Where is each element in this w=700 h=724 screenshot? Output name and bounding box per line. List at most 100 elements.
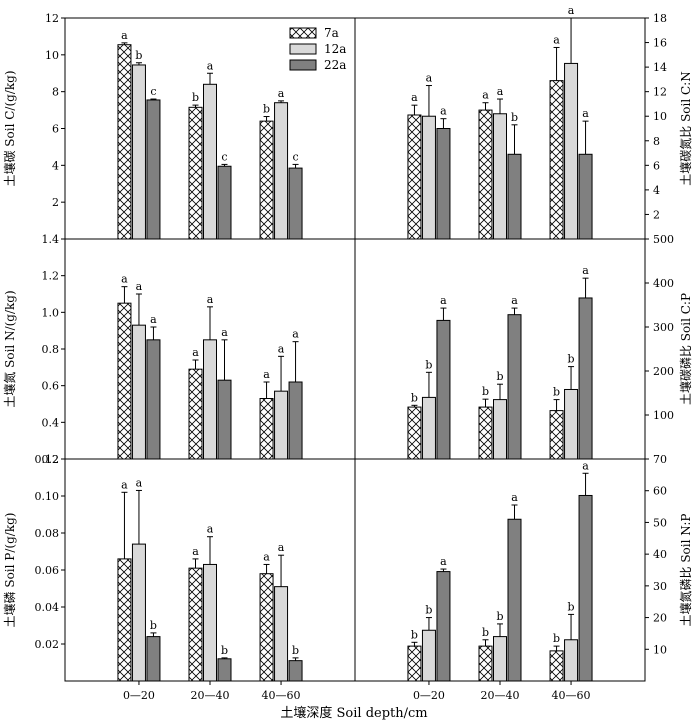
bar-12a bbox=[564, 388, 579, 460]
y-tick-label: 0.08 bbox=[35, 527, 60, 540]
legend-label: 12a bbox=[324, 42, 346, 56]
bar-12a bbox=[493, 399, 507, 460]
significance-letter: a bbox=[207, 59, 214, 72]
y-tick-label: 0.06 bbox=[35, 564, 60, 577]
significance-letter: a bbox=[207, 523, 214, 536]
y-axis-title: 土壤碳 Soil C/(g/kg) bbox=[2, 70, 17, 186]
y-tick-label: 8 bbox=[653, 135, 660, 148]
significance-letter: a bbox=[263, 368, 270, 381]
bar-7a bbox=[259, 573, 274, 682]
significance-letter: b bbox=[553, 632, 560, 645]
significance-letter: b bbox=[482, 626, 489, 639]
bar-12a bbox=[203, 339, 217, 460]
bar-22a bbox=[217, 658, 232, 682]
bar-7a bbox=[478, 109, 493, 240]
significance-letter: a bbox=[136, 280, 143, 293]
significance-letter: b bbox=[192, 91, 199, 104]
significance-letter: b bbox=[411, 391, 418, 404]
y-tick-label: 50 bbox=[653, 516, 667, 529]
bar-22a bbox=[146, 339, 161, 460]
bar-7a bbox=[117, 44, 132, 240]
bar-22a bbox=[507, 518, 522, 682]
significance-letter: a bbox=[192, 346, 199, 359]
y-tick-label: 12 bbox=[653, 86, 667, 99]
bar-7a bbox=[259, 398, 274, 460]
y-tick-label: 4 bbox=[653, 184, 660, 197]
y-tick-label: 300 bbox=[653, 321, 674, 334]
bar-22a bbox=[436, 571, 451, 682]
significance-letter: a bbox=[440, 555, 447, 568]
legend: 7a 12a 22a bbox=[289, 26, 346, 72]
legend-swatch bbox=[289, 43, 317, 55]
significance-letter: a bbox=[150, 313, 157, 326]
y-tick-label: 0.04 bbox=[35, 601, 60, 614]
significance-letter: a bbox=[568, 4, 575, 17]
bar-7a bbox=[549, 650, 564, 682]
y-tick-label: 20 bbox=[653, 612, 667, 625]
significance-letter: b bbox=[496, 610, 503, 623]
significance-letter: a bbox=[411, 91, 418, 104]
legend-label: 7a bbox=[324, 26, 339, 40]
legend-item-7a: 7a bbox=[289, 26, 339, 40]
y-axis-title: 土壤磷 Soil P/(g/kg) bbox=[2, 513, 17, 628]
bar-22a bbox=[507, 153, 522, 240]
significance-letter: a bbox=[192, 545, 199, 558]
y-axis-title: 土壤碳氮比 Soil C:N bbox=[678, 71, 693, 185]
y-tick-label: 0.2 bbox=[42, 453, 60, 466]
bar-12a bbox=[274, 102, 289, 240]
significance-letter: a bbox=[497, 85, 504, 98]
significance-letter: b bbox=[150, 619, 157, 632]
bar-12a bbox=[203, 83, 217, 240]
y-tick-label: 30 bbox=[653, 580, 667, 593]
x-tick-label: 20—40 bbox=[191, 689, 230, 702]
significance-letter: a bbox=[278, 87, 285, 100]
significance-letter: a bbox=[440, 105, 447, 118]
bar-7a bbox=[478, 406, 493, 460]
bar-7a bbox=[478, 645, 493, 682]
significance-letter: c bbox=[150, 85, 156, 98]
x-axis-title: 土壤深度 Soil depth/cm bbox=[280, 705, 427, 721]
significance-letter: b bbox=[482, 385, 489, 398]
bar-12a bbox=[493, 113, 507, 240]
significance-letter: a bbox=[121, 273, 128, 286]
significance-letter: a bbox=[263, 550, 270, 563]
y-tick-label: 1.0 bbox=[42, 306, 60, 319]
legend-label: 22a bbox=[324, 58, 346, 72]
significance-letter: b bbox=[568, 353, 575, 366]
bar-12a bbox=[421, 115, 436, 240]
significance-letter: a bbox=[553, 33, 560, 46]
bar-22a bbox=[288, 660, 303, 682]
significance-letter: a bbox=[482, 89, 489, 102]
y-axis-title: 土壤氮 Soil N/(g/kg) bbox=[2, 290, 17, 407]
bar-22a bbox=[507, 314, 522, 460]
bar-12a bbox=[421, 396, 436, 460]
significance-letter: b bbox=[425, 358, 432, 371]
significance-letter: a bbox=[582, 107, 589, 120]
bar-12a bbox=[564, 62, 579, 240]
bar-7a bbox=[407, 114, 422, 240]
y-tick-label: 0.10 bbox=[35, 490, 60, 503]
y-tick-label: 6 bbox=[52, 123, 59, 136]
significance-letter: a bbox=[582, 459, 589, 472]
y-tick-label: 2 bbox=[653, 208, 660, 221]
y-tick-label: 0.12 bbox=[35, 453, 60, 466]
bar-12a bbox=[274, 586, 289, 682]
y-tick-label: 1.2 bbox=[42, 270, 60, 283]
bar-7a bbox=[188, 567, 203, 682]
significance-letter: a bbox=[440, 294, 447, 307]
panel-soil-p: 0.02 0.04 0.06 0.08 0.10 0.12 0—20 20—40 40—60 土壤… bbox=[2, 453, 356, 702]
y-tick-label: 18 bbox=[653, 12, 667, 25]
significance-letter: b bbox=[292, 644, 299, 657]
legend-swatch bbox=[289, 59, 317, 71]
y-tick-label: 16 bbox=[653, 37, 667, 50]
bar-7a bbox=[407, 406, 422, 460]
y-tick-label: 2 bbox=[52, 196, 59, 209]
bar-12a bbox=[203, 563, 217, 682]
x-tick-label: 0—20 bbox=[123, 689, 155, 702]
significance-letter: a bbox=[121, 478, 128, 491]
y-tick-label: 10 bbox=[45, 49, 59, 62]
bar-22a bbox=[578, 494, 593, 682]
significance-letter: b bbox=[496, 370, 503, 383]
